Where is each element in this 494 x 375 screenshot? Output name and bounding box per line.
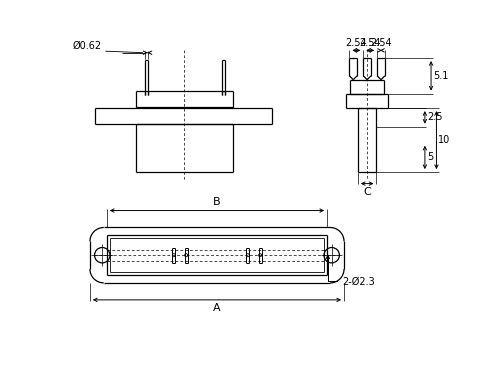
Text: 2.54: 2.54 — [345, 38, 367, 48]
Text: Ø0.62: Ø0.62 — [72, 40, 101, 50]
Text: 2-Ø2.3: 2-Ø2.3 — [342, 276, 375, 286]
Text: 10: 10 — [438, 135, 450, 145]
Text: 2.54: 2.54 — [360, 38, 381, 48]
Text: C: C — [363, 188, 371, 198]
Text: 5.1: 5.1 — [433, 71, 449, 81]
Text: A: A — [213, 303, 221, 313]
Text: 2.5: 2.5 — [427, 112, 443, 122]
Text: 2.54: 2.54 — [370, 38, 392, 48]
Text: 5: 5 — [427, 152, 433, 162]
Text: B: B — [213, 198, 221, 207]
